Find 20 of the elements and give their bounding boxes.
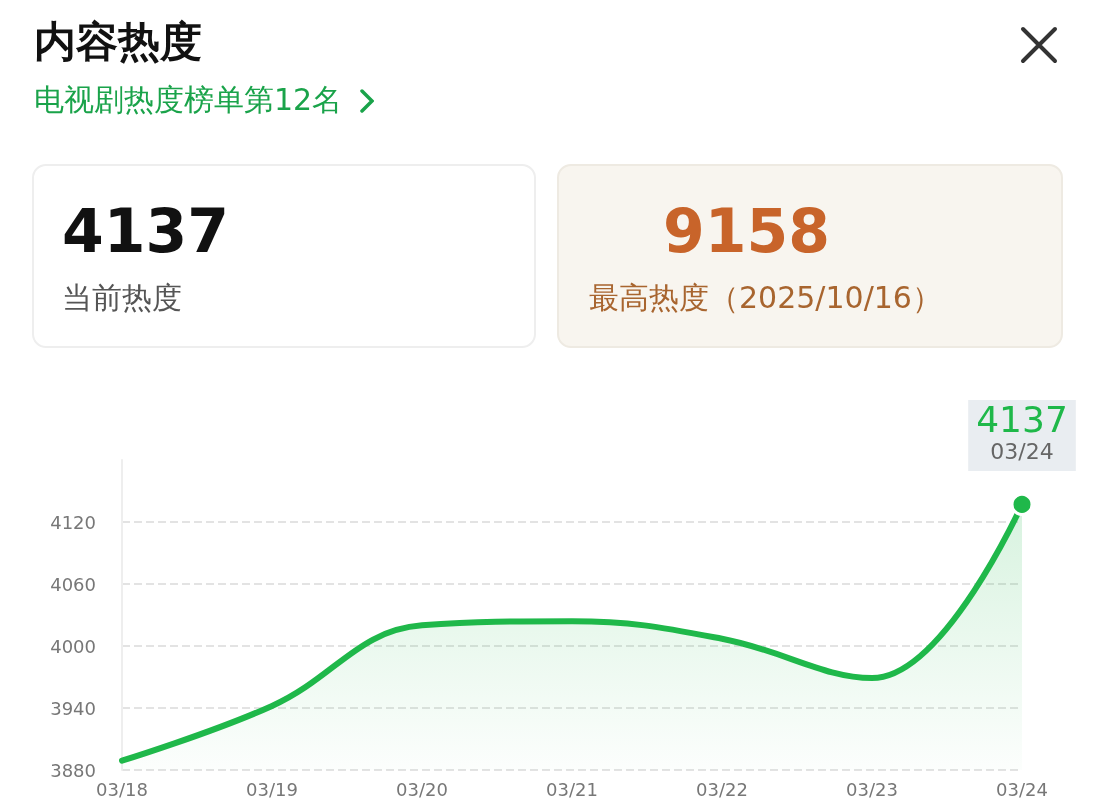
x-tick-label: 03/22 <box>696 778 748 800</box>
chart-title: 内容热度 <box>34 16 202 68</box>
y-tick-label: 4120 <box>50 511 96 533</box>
text: 4137 <box>62 196 229 266</box>
y-tick-label: 3940 <box>50 697 96 719</box>
data-label: 4137 <box>976 399 1068 441</box>
text: 最高热度（2025/10/16） <box>589 279 942 317</box>
x-tick-label: 03/19 <box>246 778 298 800</box>
x-tick-label: 03/18 <box>96 778 148 800</box>
y-tick-label: 3880 <box>50 759 96 781</box>
category-label: 03/24 <box>990 439 1054 465</box>
y-tick-label: 4000 <box>50 635 96 657</box>
x-tick-label: 03/20 <box>396 778 448 800</box>
y-tick-label: 4060 <box>50 573 96 595</box>
x-tick-label: 03/23 <box>846 778 898 800</box>
x-tick-label: 03/24 <box>996 778 1048 800</box>
chart-subtitle: 电视剧热度榜单第12名 <box>34 81 343 119</box>
text: 9158 <box>663 196 830 266</box>
x-tick-label: 03/21 <box>546 778 598 800</box>
text: 当前热度 <box>62 279 182 317</box>
